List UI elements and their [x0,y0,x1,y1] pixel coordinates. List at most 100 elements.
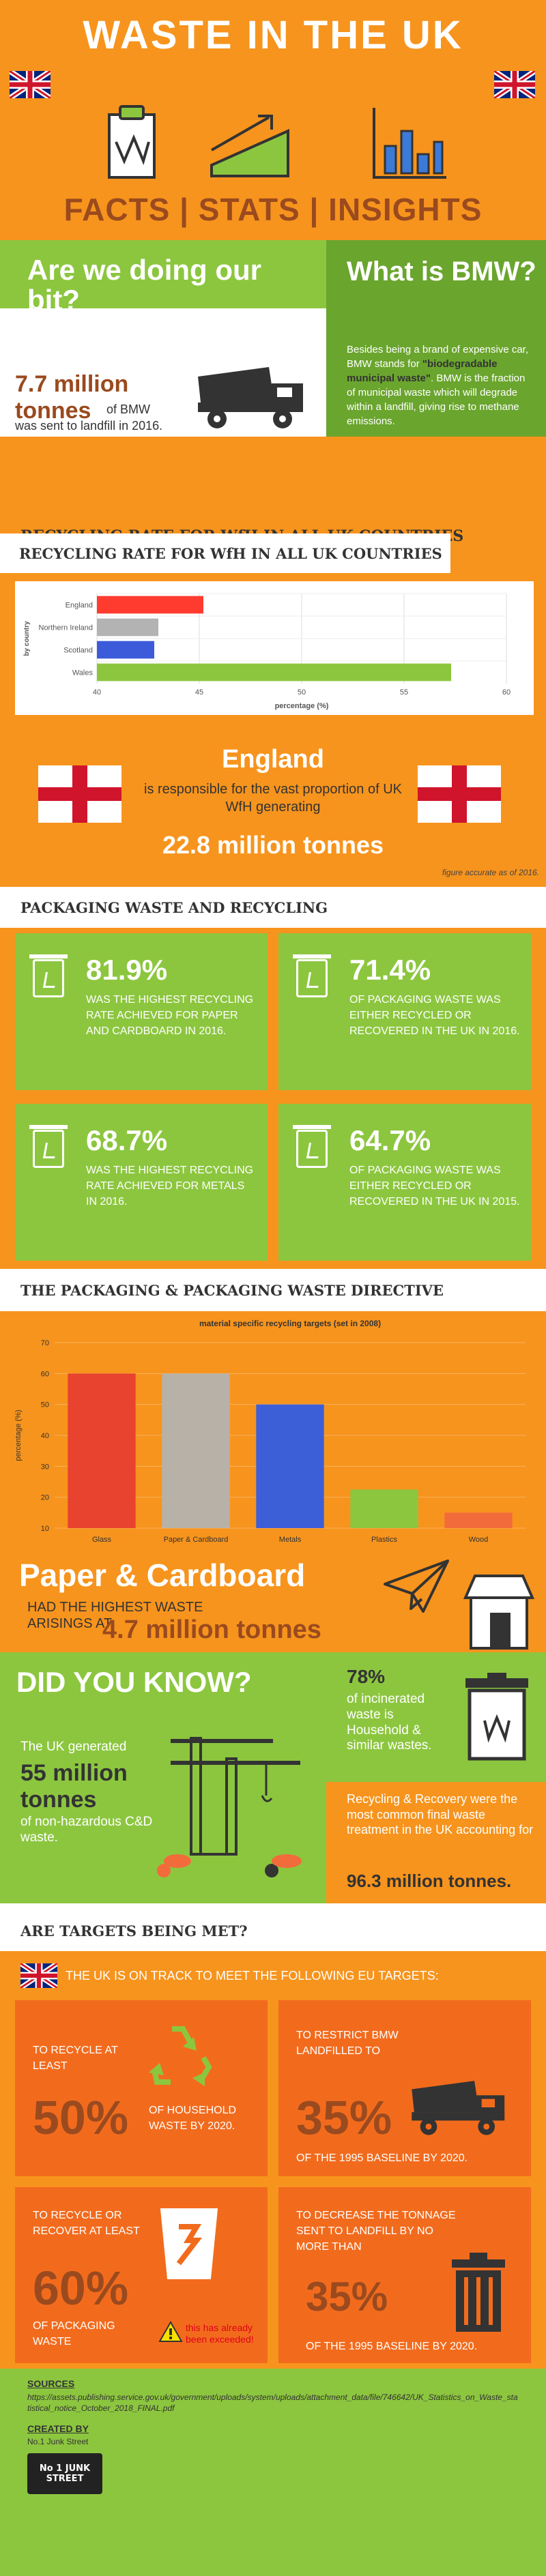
target-pre: TO RECYCLE AT LEAST [33,2045,118,2073]
cd-stat: 55 million tonnes [20,1760,128,1813]
y-axis-label: by country [23,621,31,656]
chart-title: material specific recycling targets (set… [199,1319,381,1328]
cd-text-2: of non-hazardous C&D waste. [20,1815,153,1845]
creator-name: No.1 Junk Street [27,2437,89,2446]
packaging-stat-text: WAS THE HIGHEST RECYCLING RATE ACHIEVED … [86,994,254,1038]
landfill-stat: 7.7 million tonnes [15,371,129,424]
target-post: OF THE 1995 BASELINE BY 2020. [296,2152,468,2164]
target-value: 35% [296,2091,392,2144]
paper-section: Paper & Cardboard HAD THE HIGHEST WASTE … [0,1557,546,1652]
recycling-heading-bar: RECYCLING RATE FOR WfH IN ALL UK COUNTRI… [0,533,450,573]
page-title: WASTE IN THE UK [83,13,463,57]
incinerated-pct: 78% [347,1666,386,1687]
x-tick-label: 40 [93,688,101,697]
england-stat: 22.8 million tonnes [162,831,384,859]
bar [162,1373,230,1528]
bar [97,663,451,682]
target-value: 50% [33,2091,129,2144]
target-value: 35% [306,2274,388,2319]
bmw-description: Besides being a brand of expensive car, … [347,342,531,428]
y-tick-label: 50 [41,1401,49,1409]
y-tick-label: 10 [41,1525,49,1533]
target-card: TO RESTRICT BMW LANDFILLED TO 35% OF THE… [278,2000,531,2176]
x-tick-label: 50 [298,688,306,697]
logo-text: No 1 JUNK STREET [39,2463,91,2484]
bar [256,1404,324,1528]
x-axis-label: percentage (%) [275,702,329,710]
stat-panel-landfill: 7.7 million tonnes of BMW was sent to la… [0,308,326,437]
target-card: TO RECYCLE AT LEAST 50% OF HOUSEHOLD WAS… [15,2000,268,2176]
x-tick-label: Plastics [371,1536,397,1544]
bar [68,1373,136,1528]
source-url[interactable]: https://assets.publishing.service.gov.uk… [27,2392,518,2414]
targets-heading: ARE TARGETS BEING MET? [0,1910,546,1951]
dump-truck-icon [198,367,303,428]
bmw-panel: What is BMW? Besides being a brand of ex… [326,240,546,437]
paper-plane-icon [384,1560,449,1613]
recycling-chart: 40 45 50 55 60 England Northern Ireland Scotlan… [23,593,511,710]
packaging-stat-card: 68.7% WAS THE HIGHEST RECYCLING RATE ACH… [15,1104,268,1261]
packaging-stat-card: 71.4% OF PACKAGING WASTE WAS EITHER RECY… [278,933,531,1090]
growth-chart-icon [210,115,289,177]
bmw-heading: What is BMW? [347,257,536,287]
doing-our-bit-panel: Are we doing our bit? [0,240,326,315]
incinerated-panel: 78% of incinerated waste is Household & … [326,1652,546,1782]
packaging-stat-card: 64.7% OF PACKAGING WASTE WAS EITHER RECY… [278,1104,531,1261]
bar [97,618,158,636]
directive-heading: THE PACKAGING & PACKAGING WASTE DIRECTIV… [0,1269,546,1311]
packaging-heading: PACKAGING WASTE AND RECYCLING [0,887,546,928]
bmw-text-bold: "biodegradable municipal waste" [347,358,498,384]
packaging-stat-text: OF PACKAGING WASTE WAS EITHER RECYCLED O… [349,1165,520,1208]
uk-flag-icon [494,71,535,98]
created-label: CREATED BY [27,2423,89,2434]
recovery-stat: 96.3 million tonnes. [347,1871,512,1891]
creator-logo: No 1 JUNK STREET [27,2453,102,2494]
targets-intro: THE UK IS ON TRACK TO MEET THE FOLLOWING… [66,1969,439,1982]
paper-text: HAD THE HIGHEST WASTE ARISINGS AT [27,1600,203,1631]
recovery-text: Recycling & Recovery were the most commo… [347,1792,534,1836]
recycling-chart-panel: 40 45 50 55 60 England Northern Ireland Scotlan… [15,581,534,715]
england-text: is responsible for the vast proportion o… [144,782,402,815]
target-post: OF THE 1995 BASELINE BY 2020. [306,2341,478,2352]
packaging-stat-value: 64.7% [349,1124,431,1156]
england-flag-icon [418,765,501,823]
page-subtitle: FACTS | STATS | INSIGHTS [63,192,483,227]
x-tick-label: Glass [92,1536,112,1544]
clipboard-chart-icon [108,105,156,179]
x-tick-label: 55 [400,688,408,697]
england-section: England is responsible for the vast prop… [0,723,546,887]
target-card: TO RECYCLE OR RECOVER AT LEAST 60% OF PA… [15,2187,268,2363]
target-post: OF PACKAGING WASTE [33,2320,115,2348]
packaging-stat-value: 71.4% [349,954,431,986]
bar [97,596,203,614]
y-tick-label: England [66,602,93,610]
paper-stat: 4.7 million tonnes [102,1615,321,1644]
bar [350,1489,418,1528]
england-note: figure accurate as of 2016. [442,868,539,877]
england-flag-icon [38,765,121,823]
trash-can-icon [452,2253,505,2332]
trash-bin-icon [465,1673,528,1761]
construction-crane-icon [157,1737,302,1877]
y-tick-label: Northern Ireland [39,624,94,632]
landfill-text: was sent to landfill in 2016. [15,419,163,433]
y-tick-label: 30 [41,1463,49,1471]
paper-heading: Paper & Cardboard [19,1557,306,1593]
target-value: 60% [33,2262,129,2315]
bin-icon [293,954,331,997]
y-tick-label: Scotland [63,647,93,655]
footer: SOURCES https://assets.publishing.servic… [0,2369,546,2576]
target-pre: TO DECREASE THE TONNAGE SENT TO LANDFILL… [296,2210,456,2253]
bar-chart-icon [373,108,446,179]
y-tick-label: 20 [41,1494,49,1502]
y-tick-label: Wales [72,669,94,677]
y-axis-label: percentage (%) [14,1409,23,1461]
cd-text-1: The UK generated [20,1740,127,1754]
target-note: this has already been exceeded! [186,2322,254,2345]
dump-truck-icon [412,2081,505,2135]
bin-icon [293,1125,331,1168]
incinerated-text: of incinerated waste is Household & simi… [347,1692,432,1753]
recycle-bin-icon [160,2208,218,2279]
uk-flag-icon [10,71,51,98]
packaging-stat-value: 68.7% [86,1124,168,1156]
